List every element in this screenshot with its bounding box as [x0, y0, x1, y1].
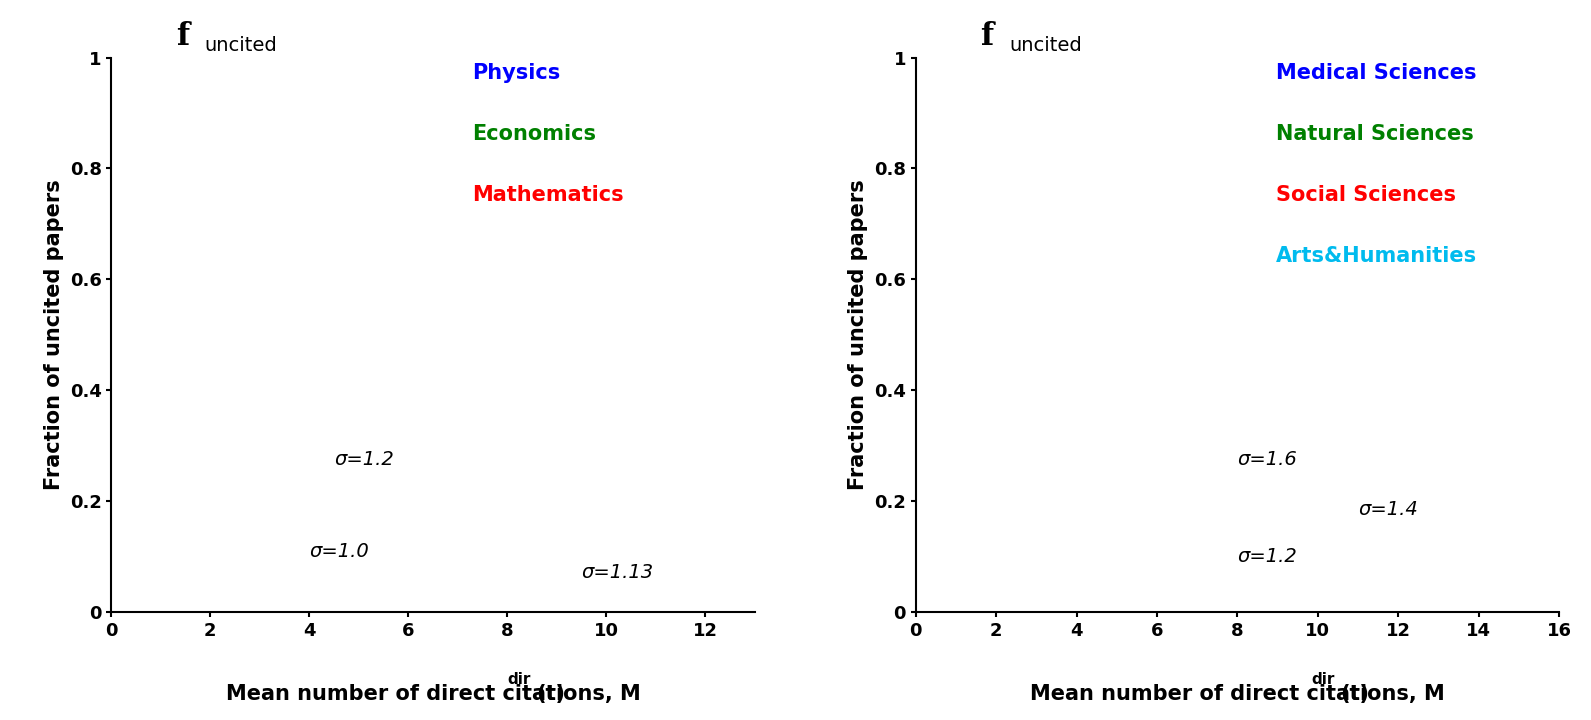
Text: σ=1.0: σ=1.0 — [309, 541, 369, 561]
Text: Natural Sciences: Natural Sciences — [1276, 124, 1473, 144]
Text: f: f — [980, 21, 993, 52]
Text: uncited: uncited — [205, 36, 277, 55]
Text: Physics: Physics — [471, 63, 560, 83]
Text: (t): (t) — [536, 684, 565, 704]
Text: Mathematics: Mathematics — [471, 185, 624, 205]
Y-axis label: Fraction of uncited papers: Fraction of uncited papers — [45, 179, 64, 490]
Text: Mean number of direct citations, M: Mean number of direct citations, M — [226, 684, 641, 704]
Text: σ=1.6: σ=1.6 — [1238, 450, 1297, 469]
Text: σ=1.2: σ=1.2 — [1238, 547, 1297, 566]
Text: σ=1.2: σ=1.2 — [334, 450, 395, 469]
Text: uncited: uncited — [1009, 36, 1082, 55]
Text: Mean number of direct citations, M: Mean number of direct citations, M — [1029, 684, 1445, 704]
Y-axis label: Fraction of uncited papers: Fraction of uncited papers — [848, 179, 869, 490]
Text: (t): (t) — [1340, 684, 1370, 704]
Text: f: f — [175, 21, 189, 52]
Text: Medical Sciences: Medical Sciences — [1276, 63, 1476, 83]
Text: σ=1.4: σ=1.4 — [1359, 500, 1418, 519]
Text: Arts&Humanities: Arts&Humanities — [1276, 246, 1476, 266]
Text: dir: dir — [508, 672, 530, 687]
Text: σ=1.13: σ=1.13 — [582, 562, 654, 582]
Text: dir: dir — [1311, 672, 1335, 687]
Text: Economics: Economics — [471, 124, 595, 144]
Text: Social Sciences: Social Sciences — [1276, 185, 1456, 205]
